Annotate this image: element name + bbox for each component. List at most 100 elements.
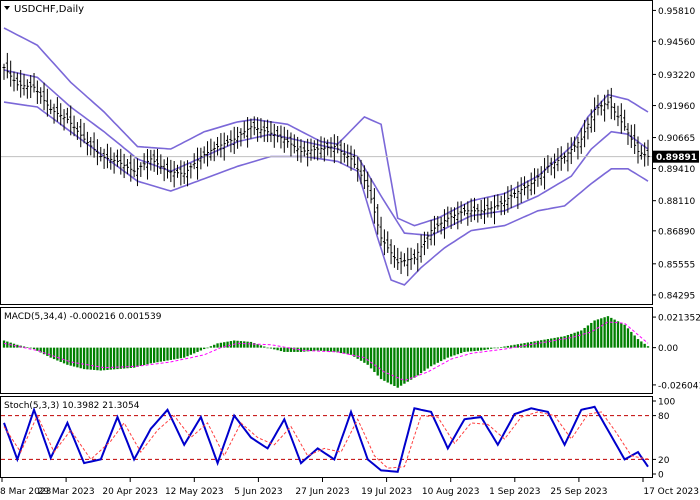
macd-histogram-bar <box>229 341 233 348</box>
macd-histogram-bar <box>500 347 503 348</box>
macd-histogram-bar <box>510 345 513 348</box>
macd-histogram-bar <box>416 347 419 376</box>
macd-histogram-bar <box>283 347 286 352</box>
price-chart[interactable] <box>1 27 652 286</box>
macd-histogram-bar <box>520 343 523 348</box>
macd-histogram-bar <box>456 347 459 355</box>
macd-histogram-bar <box>306 347 309 352</box>
macd-histogram-bar <box>166 347 169 361</box>
macd-histogram-bar <box>353 347 356 357</box>
macd-histogram-bar <box>583 327 586 348</box>
macd-histogram-bar <box>46 347 49 356</box>
macd-histogram-bar <box>323 347 326 352</box>
macd-histogram-bar <box>82 347 86 370</box>
macd-histogram-bar <box>513 344 516 348</box>
macd-histogram-bar <box>89 347 92 370</box>
macd-histogram-bar <box>239 341 243 348</box>
macd-histogram-bar <box>156 347 159 363</box>
macd-histogram-bar <box>580 330 583 348</box>
macd-histogram-bar <box>346 347 349 355</box>
macd-histogram-bar <box>299 347 303 352</box>
stoch-scale-label: 80 <box>658 412 670 422</box>
macd-histogram-bar <box>466 347 469 352</box>
macd-histogram-bar <box>446 347 449 358</box>
macd-histogram-bar <box>92 347 96 370</box>
macd-histogram-bar <box>433 347 436 365</box>
macd-histogram-bar <box>349 347 353 355</box>
macd-histogram-bar <box>449 347 453 357</box>
date-label: 20 Apr 2023 <box>102 487 158 497</box>
dropdown-triangle-icon[interactable] <box>4 6 10 10</box>
macd-histogram-bar <box>206 347 209 349</box>
macd-histogram-bar <box>253 343 256 348</box>
macd-histogram-bar <box>600 318 603 348</box>
macd-histogram-bar <box>256 344 259 348</box>
macd-histogram-bar <box>393 347 396 386</box>
macd-histogram-bar <box>636 339 640 348</box>
macd-histogram-bar <box>386 347 389 383</box>
macd-histogram-bar <box>566 335 570 348</box>
macd-histogram-bar <box>176 347 179 359</box>
macd-chart[interactable] <box>2 316 650 388</box>
macd-histogram-bar <box>79 347 82 369</box>
macd-histogram-bar <box>56 347 59 361</box>
macd-histogram-bar <box>453 347 456 356</box>
stoch-scale-label: 20 <box>658 456 670 466</box>
current-price-box <box>653 150 699 163</box>
macd-histogram-bar <box>276 347 279 351</box>
macd-histogram-bar <box>66 347 69 365</box>
macd-histogram-bar <box>606 316 610 348</box>
macd-histogram-bar <box>69 347 72 366</box>
price-scale-label: 0.85555 <box>658 260 695 270</box>
macd-histogram-bar <box>419 347 423 374</box>
macd-histogram-bar <box>243 341 246 348</box>
bollinger-upper-line <box>3 27 649 227</box>
macd-histogram-bar <box>193 347 196 354</box>
macd-signal-line <box>3 321 649 382</box>
macd-histogram-bar <box>249 341 253 348</box>
price-scale-label: 0.89410 <box>658 165 695 175</box>
price-panel-frame <box>0 0 653 305</box>
macd-histogram-bar <box>383 347 386 381</box>
macd-histogram-bar <box>376 347 379 376</box>
macd-histogram-bar <box>596 319 600 348</box>
macd-histogram-bar <box>189 347 193 355</box>
macd-histogram-bar <box>109 347 112 370</box>
symbol-dropdown[interactable]: USDCHF,Daily <box>4 4 84 15</box>
macd-histogram-bar <box>403 347 406 384</box>
stoch-title: Stoch(5,3,3) 10.3982 21.3054 <box>4 401 140 411</box>
macd-histogram-bar <box>289 347 293 352</box>
macd-histogram-bar <box>132 347 136 368</box>
macd-histogram-bar <box>359 347 363 361</box>
macd-histogram-bar <box>343 347 346 354</box>
macd-histogram-bar <box>136 347 139 367</box>
macd-histogram-bar <box>399 347 403 386</box>
macd-histogram-bar <box>526 342 530 348</box>
macd-histogram-bar <box>59 347 62 362</box>
macd-histogram-bar <box>119 347 122 369</box>
macd-histogram-bar <box>39 347 42 353</box>
price-scale-label: 0.88110 <box>658 197 695 207</box>
macd-histogram-bar <box>259 345 263 348</box>
macd-histogram-bar <box>129 347 132 368</box>
macd-histogram-bar <box>52 347 56 360</box>
macd-histogram-bar <box>620 323 623 348</box>
macd-histogram-bar <box>413 347 416 378</box>
macd-histogram-bar <box>209 346 213 348</box>
macd-histogram-bar <box>146 347 149 365</box>
price-scale-label: 0.86890 <box>658 227 695 237</box>
macd-histogram-bar <box>503 346 506 348</box>
date-label: 8 Mar 2023 <box>0 487 51 497</box>
macd-histogram-bar <box>169 347 173 360</box>
macd-histogram-bar <box>199 347 203 351</box>
macd-histogram-bar <box>116 347 119 370</box>
macd-histogram-bar <box>586 325 590 348</box>
macd-histogram-bar <box>263 346 266 348</box>
macd-histogram-bar <box>49 347 52 358</box>
stochastic-chart[interactable] <box>1 405 652 473</box>
symbol-title: USDCHF,Daily <box>14 4 84 15</box>
macd-histogram-bar <box>286 347 289 352</box>
macd-histogram-bar <box>593 320 596 348</box>
macd-histogram-bar <box>540 340 543 348</box>
date-label: 12 May 2023 <box>165 487 224 497</box>
